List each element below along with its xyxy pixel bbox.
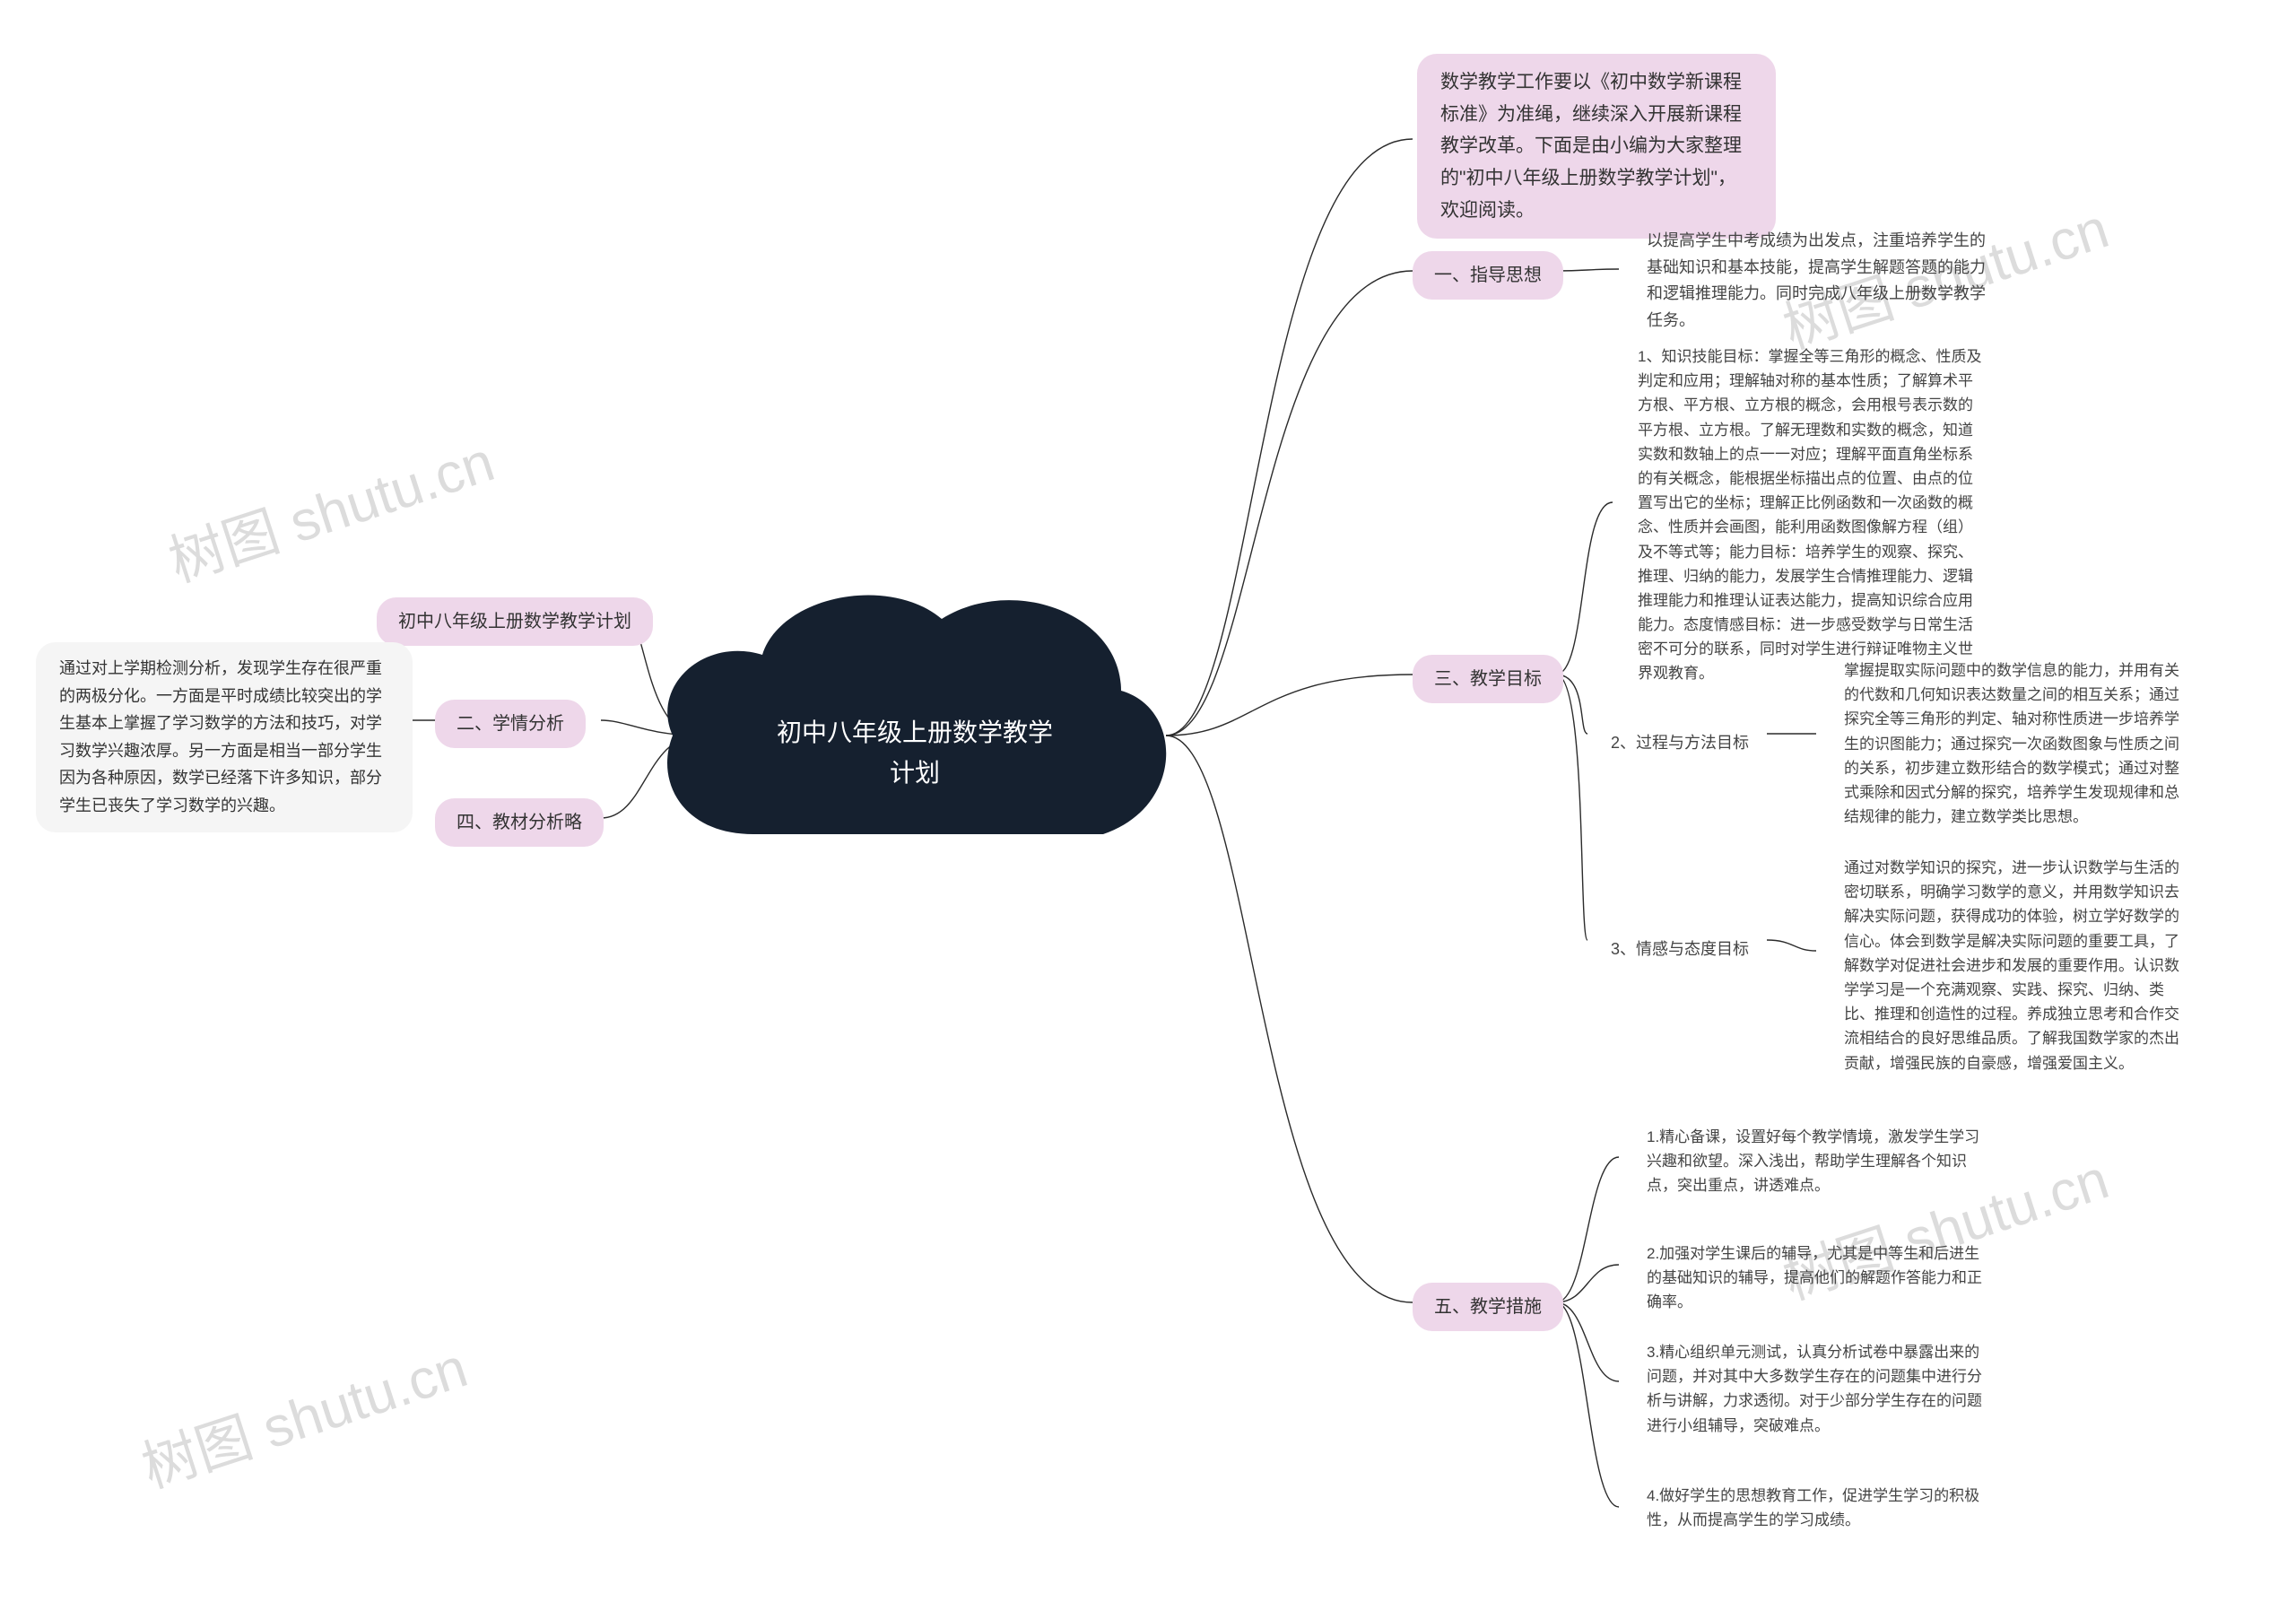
- right-m4-node: 4.做好学生的思想教育工作，促进学生学习的积极性，从而提高学生的学习成绩。: [1623, 1471, 2009, 1545]
- watermark: 树图 shutu.cn: [130, 1322, 475, 1503]
- left-material-title-node[interactable]: 四、教材分析略: [435, 798, 604, 847]
- right-goal2-text-node: 掌握提取实际问题中的数学信息的能力，并用有关的代数和几何知识表达数量之间的相互关…: [1821, 646, 2206, 841]
- right-goal1-text-node: 1、知识技能目标：掌握全等三角形的概念、性质及判定和应用；理解轴对称的基本性质；…: [1614, 332, 2009, 699]
- right-guide-text-node: 以提高学生中考成绩为出发点，注重培养学生的基础知识和基本技能，提高学生解题答题的…: [1623, 215, 2018, 347]
- right-goal3-text-node: 通过对数学知识的探究，进一步认识数学与生活的密切联系，明确学习数学的意义，并用数…: [1821, 843, 2206, 1088]
- right-goal3-label-node[interactable]: 3、情感与态度目标: [1587, 924, 1772, 976]
- left-plan-title-node[interactable]: 初中八年级上册数学教学计划: [377, 597, 653, 646]
- right-m2-node: 2.加强对学生课后的辅导，尤其是中等生和后进生的基础知识的辅导，提高他们的解题作…: [1623, 1229, 2009, 1328]
- right-m1-node: 1.精心备课，设置好每个教学情境，激发学生学习兴趣和欲望。深入浅出，帮助学生理解…: [1623, 1112, 2009, 1211]
- left-analysis-text-node: 通过对上学期检测分析，发现学生存在很严重的两极分化。一方面是平时成绩比较突出的学…: [36, 642, 413, 832]
- right-goal-title-node[interactable]: 三、教学目标: [1413, 655, 1563, 703]
- left-analysis-title-node[interactable]: 二、学情分析: [435, 700, 586, 748]
- right-measure-title-node[interactable]: 五、教学措施: [1413, 1283, 1563, 1331]
- center-node[interactable]: 初中八年级上册数学教学 计划: [655, 583, 1175, 888]
- right-m3-node: 3.精心组织单元测试，认真分析试卷中暴露出来的问题，并对其中大多数学生存在的问题…: [1623, 1328, 2009, 1450]
- right-goal2-label-node[interactable]: 2、过程与方法目标: [1587, 718, 1772, 770]
- watermark: 树图 shutu.cn: [157, 416, 502, 597]
- center-title: 初中八年级上册数学教学 计划: [655, 713, 1175, 794]
- right-guide-title-node[interactable]: 一、指导思想: [1413, 251, 1563, 300]
- right-intro-node: 数学教学工作要以《初中数学新课程标准》为准绳，继续深入开展新课程教学改革。下面是…: [1417, 54, 1776, 239]
